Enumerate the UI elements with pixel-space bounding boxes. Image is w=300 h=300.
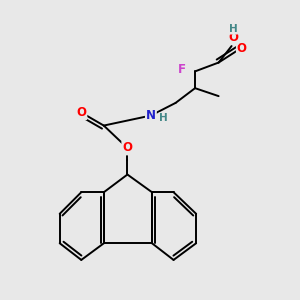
Text: O: O	[122, 141, 132, 154]
Text: H: H	[159, 113, 168, 123]
Text: N: N	[146, 109, 156, 122]
Text: H: H	[229, 24, 237, 34]
Text: F: F	[178, 62, 186, 76]
Text: O: O	[76, 106, 86, 119]
Text: O: O	[228, 31, 238, 44]
Text: O: O	[237, 42, 247, 55]
